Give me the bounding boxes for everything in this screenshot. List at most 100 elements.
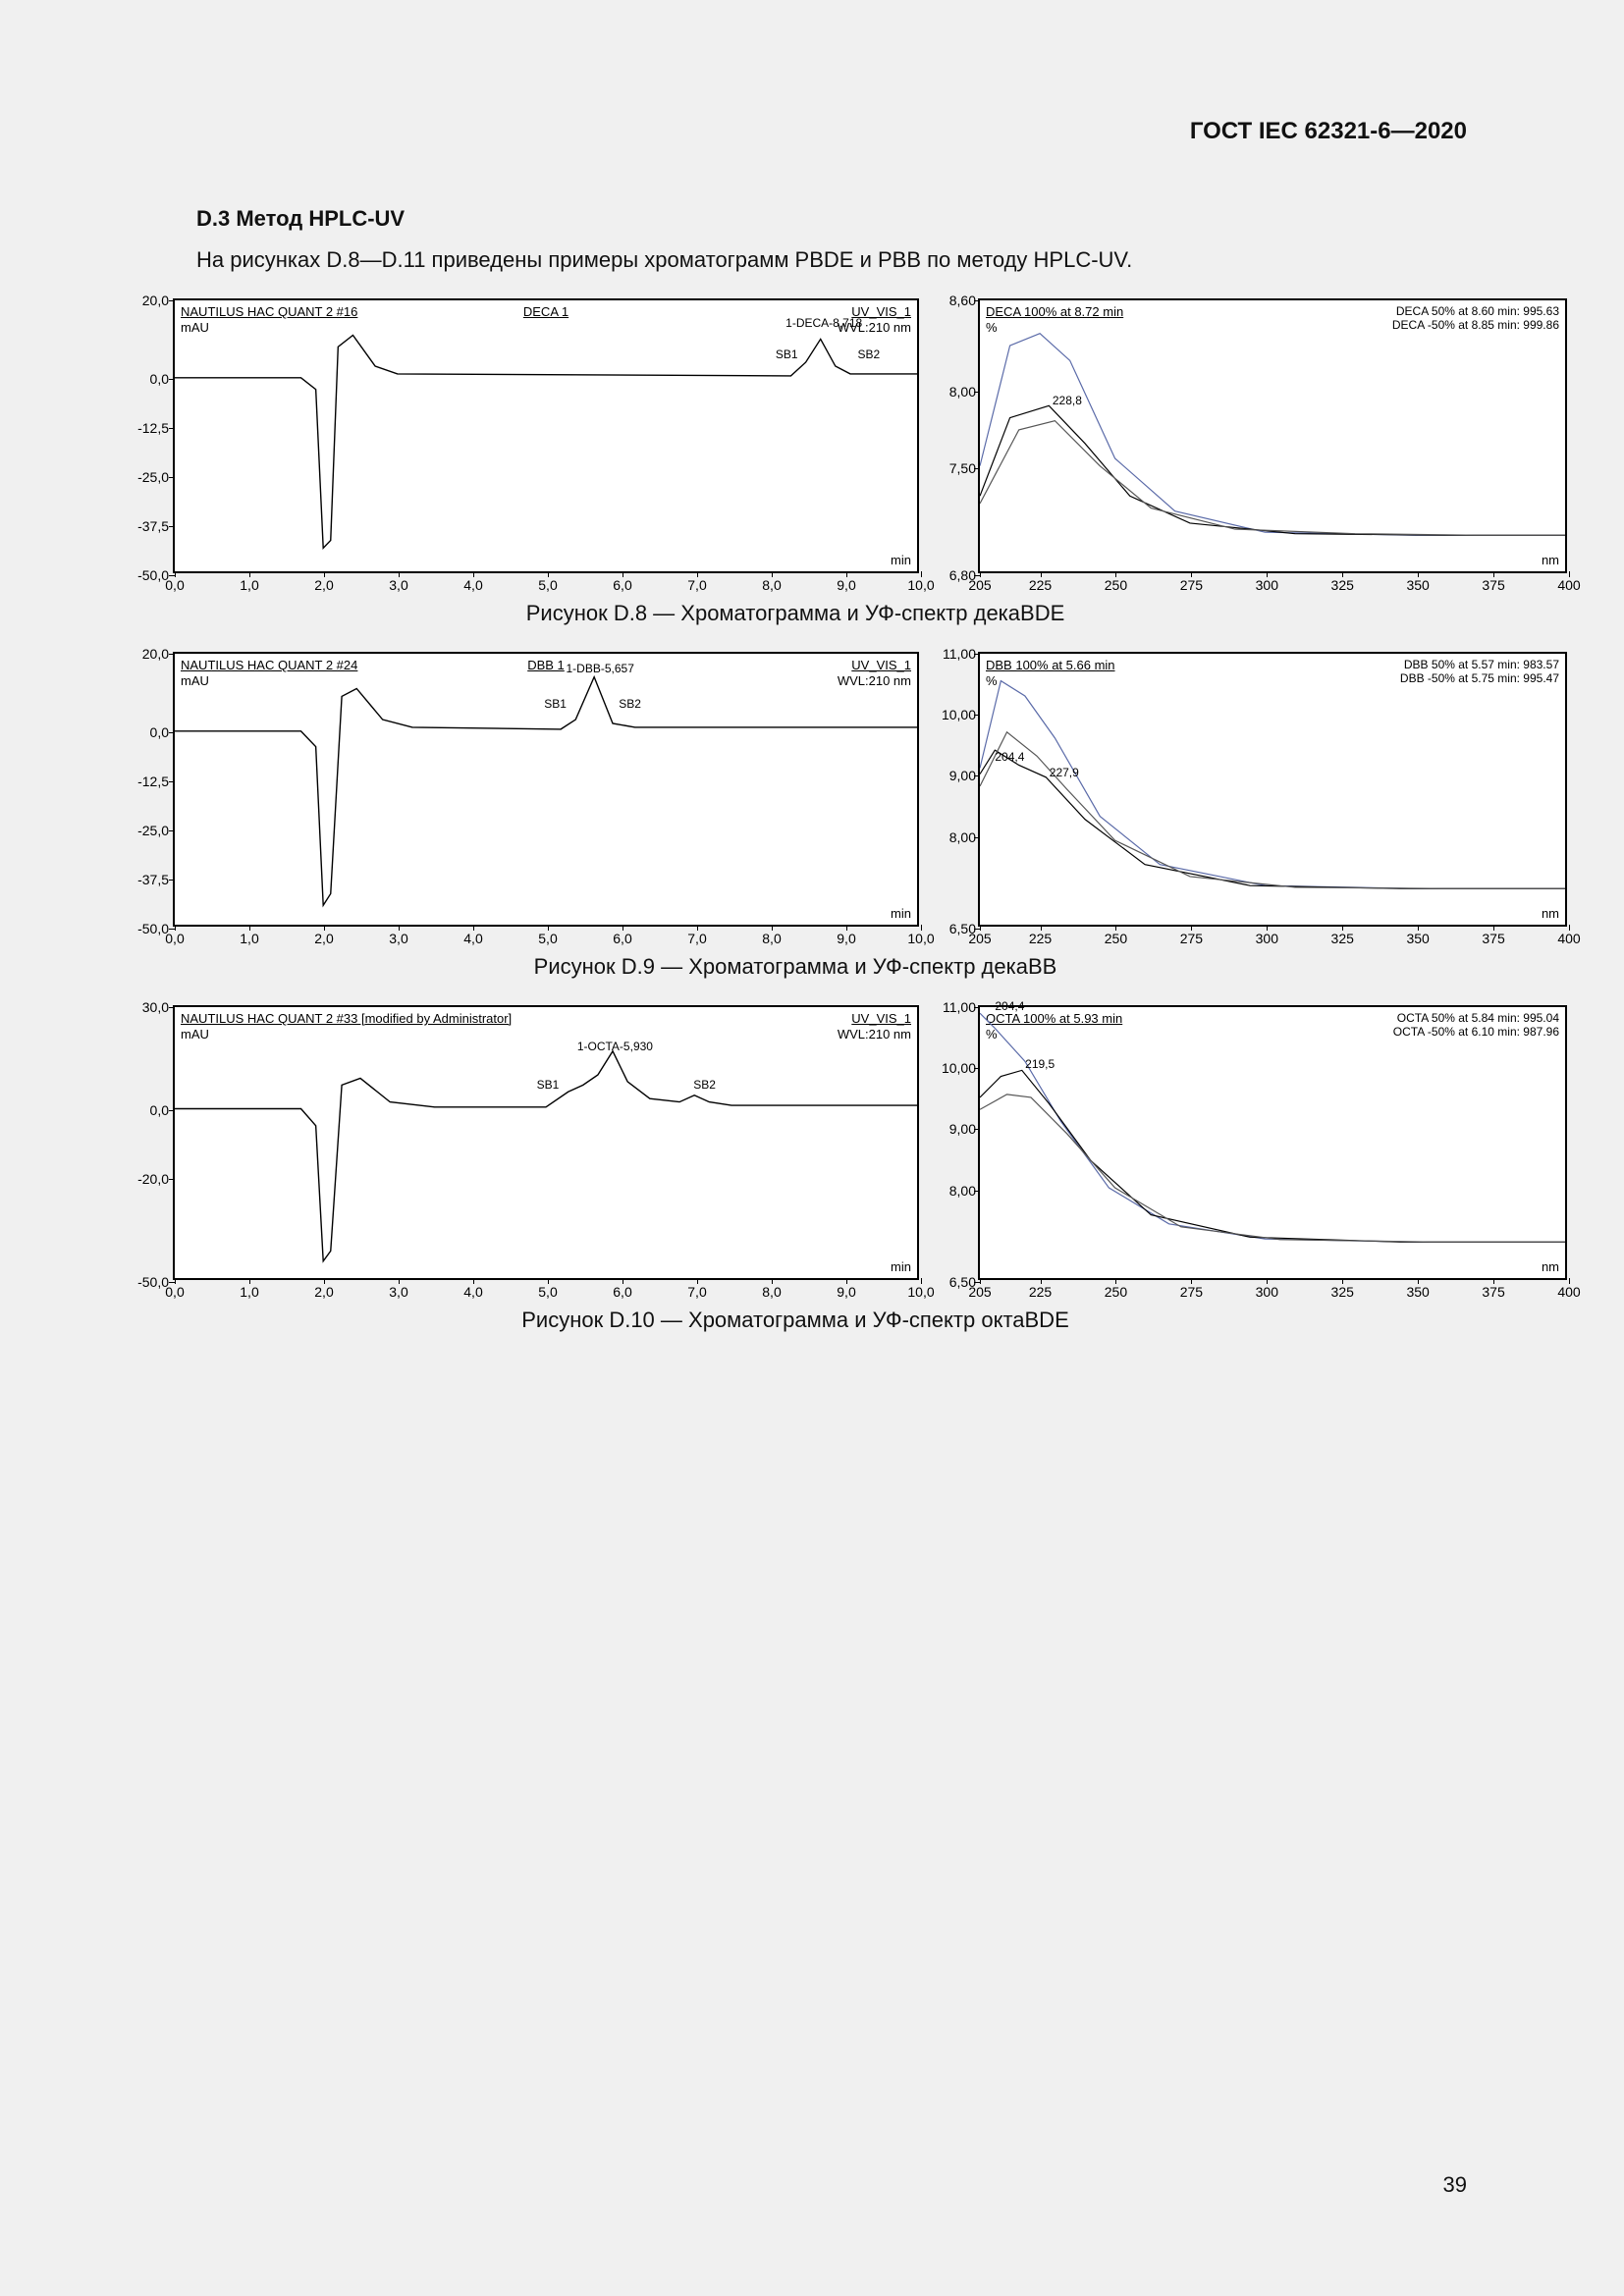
x-tick-label: 300 bbox=[1256, 1284, 1278, 1300]
y-tick-label: 30,0 bbox=[126, 999, 169, 1015]
x-tick-label: 350 bbox=[1406, 1284, 1429, 1300]
x-tick-label: 5,0 bbox=[538, 577, 557, 593]
page-number: 39 bbox=[1443, 2172, 1467, 2198]
figure-block: 20,00,0-12,5-25,0-37,5-50,00,01,02,03,04… bbox=[118, 652, 1473, 980]
y-tick-label: -50,0 bbox=[126, 567, 169, 583]
x-tick-label: 400 bbox=[1557, 1284, 1580, 1300]
peak-label: 204,4 bbox=[995, 750, 1024, 764]
x-tick-label: 10,0 bbox=[907, 1284, 934, 1300]
x-tick-label: 7,0 bbox=[687, 931, 706, 946]
x-tick-label: 6,0 bbox=[613, 577, 631, 593]
chromatogram-chart: 20,00,0-12,5-25,0-37,5-50,00,01,02,03,04… bbox=[173, 652, 919, 927]
y-tick-label: -12,5 bbox=[126, 774, 169, 789]
x-tick-label: 3,0 bbox=[389, 1284, 407, 1300]
figure-caption: Рисунок D.8 — Хроматограмма и УФ-спектр … bbox=[118, 601, 1473, 626]
peak-label: 219,5 bbox=[1025, 1057, 1055, 1071]
x-tick-label: 4,0 bbox=[463, 1284, 482, 1300]
x-tick-label: 375 bbox=[1482, 1284, 1504, 1300]
spectrum-wrap: 11,0010,009,008,006,50205225250275300325… bbox=[978, 1005, 1567, 1280]
spectrum-wrap: 11,0010,009,008,006,50205225250275300325… bbox=[978, 652, 1567, 927]
x-tick-label: 300 bbox=[1256, 577, 1278, 593]
x-tick-label: 250 bbox=[1105, 931, 1127, 946]
x-tick-label: 7,0 bbox=[687, 577, 706, 593]
x-tick-label: 4,0 bbox=[463, 931, 482, 946]
x-tick-label: 3,0 bbox=[389, 577, 407, 593]
y-tick-label: 0,0 bbox=[126, 724, 169, 740]
y-tick-label: 0,0 bbox=[126, 371, 169, 387]
x-tick-label: 275 bbox=[1180, 577, 1203, 593]
x-tick-label: 275 bbox=[1180, 931, 1203, 946]
x-tick-label: 8,0 bbox=[762, 931, 781, 946]
figure-caption: Рисунок D.9 — Хроматограмма и УФ-спектр … bbox=[118, 954, 1473, 980]
doc-header: ГОСТ IEC 62321-6—2020 bbox=[1190, 118, 1467, 145]
y-tick-label: 9,00 bbox=[937, 1121, 976, 1137]
chromatogram-wrap: 20,00,0-12,5-25,0-37,5-50,00,01,02,03,04… bbox=[173, 652, 919, 927]
x-tick-label: 325 bbox=[1331, 577, 1354, 593]
chart-pair: 30,00,0-20,0-50,00,01,02,03,04,05,06,07,… bbox=[173, 1005, 1473, 1280]
chromatogram-wrap: 30,00,0-20,0-50,00,01,02,03,04,05,06,07,… bbox=[173, 1005, 919, 1280]
x-tick-label: 2,0 bbox=[314, 577, 333, 593]
x-tick-label: 205 bbox=[968, 931, 991, 946]
x-tick-label: 350 bbox=[1406, 577, 1429, 593]
x-tick-label: 2,0 bbox=[314, 931, 333, 946]
x-tick-label: 0,0 bbox=[165, 931, 184, 946]
x-tick-label: 3,0 bbox=[389, 931, 407, 946]
spectrum-chart: 8,608,007,506,80205225250275300325350375… bbox=[978, 298, 1567, 573]
y-tick-label: 8,00 bbox=[937, 384, 976, 400]
x-tick-label: 0,0 bbox=[165, 1284, 184, 1300]
x-tick-label: 250 bbox=[1105, 577, 1127, 593]
y-tick-label: 7,50 bbox=[937, 460, 976, 476]
x-tick-label: 350 bbox=[1406, 931, 1429, 946]
peak-label: SB1 bbox=[776, 347, 798, 361]
x-tick-label: 1,0 bbox=[240, 577, 258, 593]
x-tick-label: 325 bbox=[1331, 1284, 1354, 1300]
x-tick-label: 325 bbox=[1331, 931, 1354, 946]
x-tick-label: 9,0 bbox=[837, 931, 855, 946]
y-tick-label: 20,0 bbox=[126, 646, 169, 662]
y-tick-label: 10,00 bbox=[937, 707, 976, 722]
x-tick-label: 275 bbox=[1180, 1284, 1203, 1300]
y-tick-label: -25,0 bbox=[126, 469, 169, 485]
y-tick-label: 8,00 bbox=[937, 829, 976, 845]
x-tick-label: 0,0 bbox=[165, 577, 184, 593]
x-tick-label: 4,0 bbox=[463, 577, 482, 593]
y-tick-label: 8,60 bbox=[937, 293, 976, 308]
y-tick-label: -20,0 bbox=[126, 1171, 169, 1187]
y-tick-label: -50,0 bbox=[126, 1274, 169, 1290]
chromatogram-chart: 30,00,0-20,0-50,00,01,02,03,04,05,06,07,… bbox=[173, 1005, 919, 1280]
peak-label: SB1 bbox=[544, 697, 567, 711]
page: ГОСТ IEC 62321-6—2020 D.3 Метод HPLC-UV … bbox=[0, 0, 1624, 2296]
chromatogram-chart: 20,00,0-12,5-25,0-37,5-50,00,01,02,03,04… bbox=[173, 298, 919, 573]
figure-block: 30,00,0-20,0-50,00,01,02,03,04,05,06,07,… bbox=[118, 1005, 1473, 1333]
peak-label: 204,4 bbox=[995, 999, 1024, 1013]
chart-pair: 20,00,0-12,5-25,0-37,5-50,00,01,02,03,04… bbox=[173, 652, 1473, 927]
peak-label: SB1 bbox=[537, 1078, 560, 1092]
x-tick-label: 400 bbox=[1557, 931, 1580, 946]
y-tick-label: 8,00 bbox=[937, 1183, 976, 1199]
x-tick-label: 225 bbox=[1029, 577, 1052, 593]
x-tick-label: 7,0 bbox=[687, 1284, 706, 1300]
peak-label: 228,8 bbox=[1053, 394, 1082, 407]
peak-label: 227,9 bbox=[1050, 766, 1079, 779]
figures-container: 20,00,0-12,5-25,0-37,5-50,00,01,02,03,04… bbox=[118, 298, 1487, 1333]
section-text: На рисунках D.8—D.11 приведены примеры х… bbox=[196, 247, 1487, 273]
spectrum-chart: 11,0010,009,008,006,50205225250275300325… bbox=[978, 1005, 1567, 1280]
x-tick-label: 5,0 bbox=[538, 931, 557, 946]
x-tick-label: 6,0 bbox=[613, 1284, 631, 1300]
x-tick-label: 9,0 bbox=[837, 1284, 855, 1300]
y-tick-label: -25,0 bbox=[126, 823, 169, 838]
peak-label: SB2 bbox=[693, 1078, 716, 1092]
y-tick-label: -50,0 bbox=[126, 921, 169, 936]
chart-pair: 20,00,0-12,5-25,0-37,5-50,00,01,02,03,04… bbox=[173, 298, 1473, 573]
x-tick-label: 5,0 bbox=[538, 1284, 557, 1300]
x-tick-label: 9,0 bbox=[837, 577, 855, 593]
y-tick-label: -37,5 bbox=[126, 518, 169, 534]
y-tick-label: 20,0 bbox=[126, 293, 169, 308]
y-tick-label: 11,00 bbox=[937, 646, 976, 662]
figure-block: 20,00,0-12,5-25,0-37,5-50,00,01,02,03,04… bbox=[118, 298, 1473, 626]
x-tick-label: 300 bbox=[1256, 931, 1278, 946]
section-heading: D.3 Метод HPLC-UV bbox=[196, 206, 1487, 232]
y-tick-label: 0,0 bbox=[126, 1102, 169, 1118]
y-tick-label: 11,00 bbox=[937, 999, 976, 1015]
x-tick-label: 1,0 bbox=[240, 931, 258, 946]
